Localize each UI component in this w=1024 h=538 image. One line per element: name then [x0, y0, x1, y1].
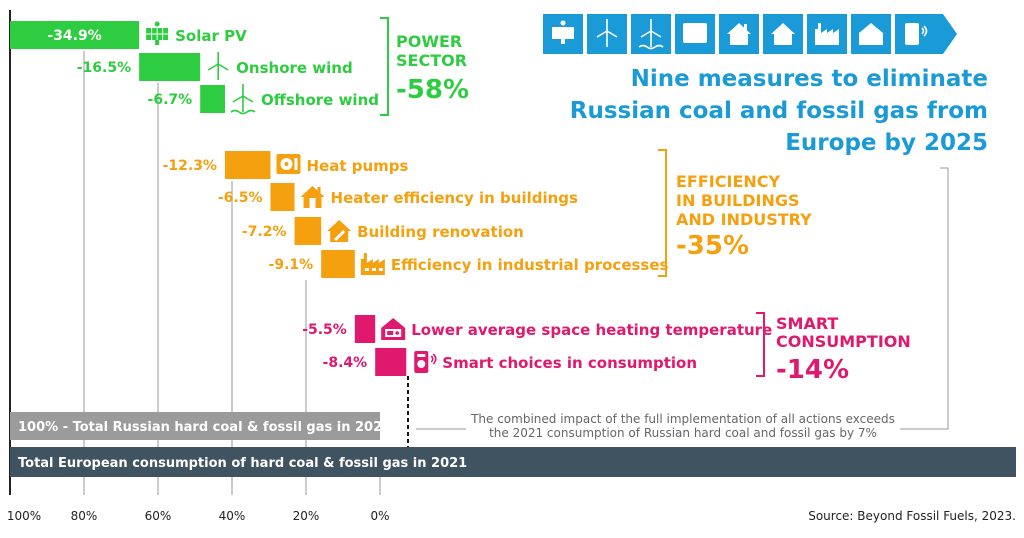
group-total: -58%	[396, 75, 469, 105]
measure-label: Offshore wind	[261, 91, 379, 109]
wind-turbine-icon	[207, 52, 229, 80]
bar-heat-pumps	[224, 151, 271, 179]
chart-title-line: Nine measures to eliminate	[631, 66, 988, 92]
bar-building-renovation	[294, 217, 322, 245]
group-label: SMART	[776, 314, 838, 333]
house-icon	[300, 186, 325, 208]
group-label: SECTOR	[396, 51, 467, 70]
arrow-icon	[935, 14, 957, 54]
value-label: -7.2%	[242, 224, 287, 240]
chart-title-line: Europe by 2025	[785, 130, 988, 156]
renovation-icon	[327, 220, 352, 242]
group-total: -35%	[676, 231, 749, 261]
total-bar	[10, 447, 1016, 477]
renovation-icon	[771, 23, 795, 45]
bar-offshore-wind	[200, 85, 225, 113]
note-bracket-line	[900, 167, 949, 430]
group-bracket	[756, 312, 765, 377]
measure-label: Smart choices in consumption	[442, 354, 697, 372]
measure-label: Building renovation	[357, 223, 524, 241]
title-layer: Nine measures to eliminate Russian coal a…	[543, 14, 988, 156]
x-tick-label: 60%	[145, 509, 172, 523]
value-label: -8.4%	[323, 355, 368, 371]
baseline-label: 100% - Total Russian hard coal & fossil …	[18, 420, 391, 435]
smart-meter-icon	[414, 351, 437, 373]
group-bracket	[380, 17, 389, 116]
smart-meter-icon	[905, 23, 928, 45]
factory-icon	[360, 253, 385, 275]
solar-icon	[552, 20, 574, 44]
bar-efficiency-in-industrial-processes	[321, 250, 355, 278]
icon-strip	[543, 14, 957, 54]
value-label: -9.1%	[269, 257, 314, 273]
house-icon	[727, 23, 751, 45]
group-total: -14%	[776, 355, 849, 385]
x-tick-label: 100%	[7, 509, 41, 523]
bar-smart-choices-in-consumption	[375, 348, 407, 376]
measure-label: Efficiency in industrial processes	[391, 256, 669, 274]
baseline-bar	[10, 412, 380, 440]
value-label: -34.9%	[47, 28, 101, 44]
offshore-wind-icon	[638, 19, 664, 50]
measure-label: Onshore wind	[236, 59, 353, 77]
offshore-wind-icon	[230, 84, 256, 115]
note-line-2: the 2021 consumption of Russian hard coa…	[489, 426, 877, 440]
bar-lower-average-space-heating-temperature	[354, 315, 376, 343]
group-label: AND INDUSTRY	[676, 210, 812, 229]
total-label: Total European consumption of hard coal …	[18, 456, 467, 471]
measure-label: Lower average space heating temperature	[411, 321, 772, 339]
x-tick-label: 0%	[370, 509, 389, 523]
x-tick-label: 40%	[219, 509, 246, 523]
value-label: -5.5%	[302, 322, 347, 338]
x-tick-label: 80%	[71, 509, 98, 523]
group-label: POWER	[396, 32, 462, 51]
value-label: -6.7%	[148, 92, 193, 108]
group-label: CONSUMPTION	[776, 332, 911, 351]
chart-title-line: Russian coal and fossil gas from	[570, 98, 988, 124]
group-label: EFFICIENCY	[676, 172, 781, 191]
thermostat-icon	[859, 23, 883, 45]
value-label: -16.5%	[77, 60, 131, 76]
solar-icon	[146, 21, 169, 45]
measure-label: Heater efficiency in buildings	[331, 189, 579, 207]
value-label: -12.3%	[163, 158, 217, 174]
bar-heater-efficiency-in-buildings	[270, 183, 295, 211]
measure-label: Heat pumps	[306, 157, 408, 175]
thermostat-icon	[381, 318, 406, 340]
source-text: Source: Beyond Fossil Fuels, 2023.	[808, 509, 1016, 523]
x-tick-label: 20%	[293, 509, 320, 523]
heat-pump-icon	[276, 154, 301, 174]
bar-onshore-wind	[139, 53, 201, 81]
group-bracket	[658, 149, 667, 277]
factory-icon	[815, 23, 839, 45]
note-line-1: The combined impact of the full implemen…	[470, 412, 895, 426]
bar-solar-pv	[10, 21, 140, 49]
measure-label: Solar PV	[175, 27, 247, 45]
wind-turbine-icon	[596, 19, 618, 47]
group-label: IN BUILDINGS	[676, 191, 800, 210]
bars-layer: -34.9% Solar PV -16.5% Onshore wind -6.7% Off…	[10, 21, 772, 376]
heat-pump-icon	[683, 23, 707, 43]
value-label: -6.5%	[218, 190, 263, 206]
ticks-layer: 100% 80% 60% 40% 20% 0%	[7, 509, 390, 523]
